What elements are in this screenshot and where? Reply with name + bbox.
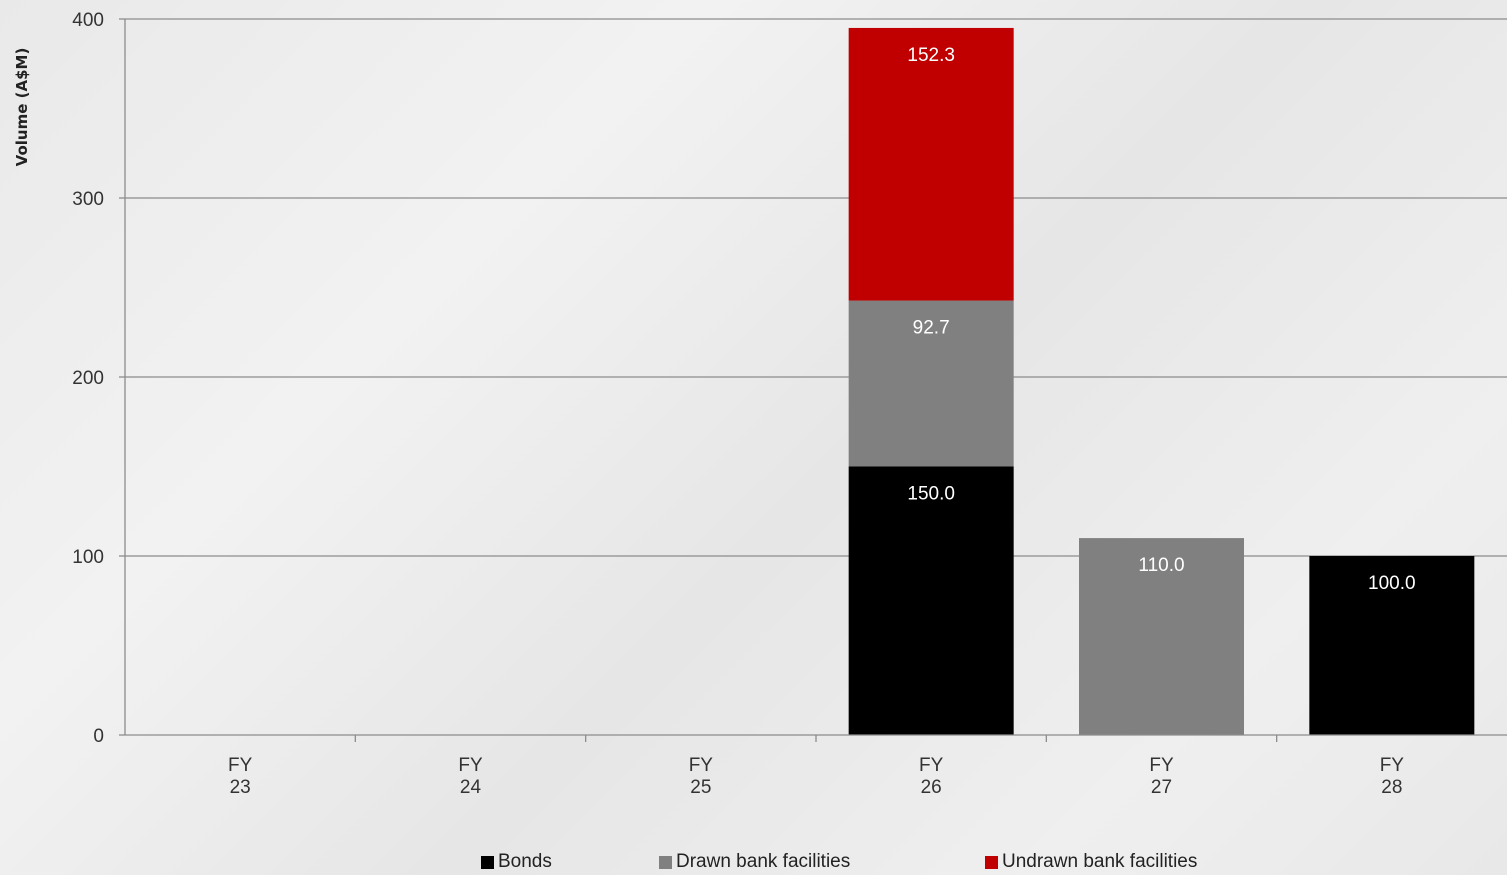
y-axis-title: Volume (A$M) [13, 48, 31, 167]
chart: 0 100 200 300 400 FY 23 FY 24 FY 25 FY 26 FY 27 FY 28 150… [13, 10, 1507, 798]
bar-bonds [1309, 556, 1475, 735]
y-tick-label: 400 [72, 10, 104, 31]
data-label: 150.0 [907, 484, 955, 505]
legend-swatch [985, 855, 998, 869]
legend-item: Undrawn bank facilities [985, 851, 1197, 873]
legend: Bonds Drawn bank facilities Undrawn bank f… [0, 851, 1507, 875]
data-label: 92.7 [913, 318, 950, 339]
x-tick-label: FY 26 [919, 755, 944, 798]
bar-undrawn-bank-facilities [848, 27, 1014, 301]
labels: 0 100 200 300 400 FY 23 FY 24 FY 25 FY 26 FY 27 FY 28 150… [72, 10, 1415, 798]
bar-drawn-bank-facilities [1079, 538, 1244, 735]
legend-label: Bonds [498, 851, 552, 872]
legend-label: Undrawn bank facilities [1002, 851, 1198, 872]
x-tick-label: FY 23 [228, 755, 253, 798]
y-tick-label: 300 [72, 189, 104, 210]
bar-drawn-bank-facilities [848, 300, 1014, 467]
y-tick-label: 0 [93, 726, 104, 747]
data-label: 152.3 [907, 45, 955, 66]
x-tick-label: FY 28 [1380, 755, 1405, 798]
data-label: 110.0 [1138, 555, 1184, 576]
legend-label: Drawn bank facilities [676, 851, 851, 872]
axes [119, 18, 1507, 742]
legend-item: Bonds [481, 851, 552, 873]
bars [848, 27, 1475, 735]
x-tick-label: FY 25 [689, 755, 714, 798]
y-tick-label: 100 [72, 547, 104, 568]
legend-swatch [659, 855, 672, 869]
x-tick-label: FY 27 [1149, 755, 1174, 798]
y-tick-label: 200 [72, 368, 104, 389]
legend-item: Drawn bank facilities [659, 851, 850, 873]
gridlines [125, 18, 1507, 557]
data-label: 100.0 [1368, 573, 1416, 594]
bar-bonds [848, 466, 1014, 735]
legend-swatch [481, 855, 494, 869]
x-tick-label: FY 24 [458, 755, 483, 798]
